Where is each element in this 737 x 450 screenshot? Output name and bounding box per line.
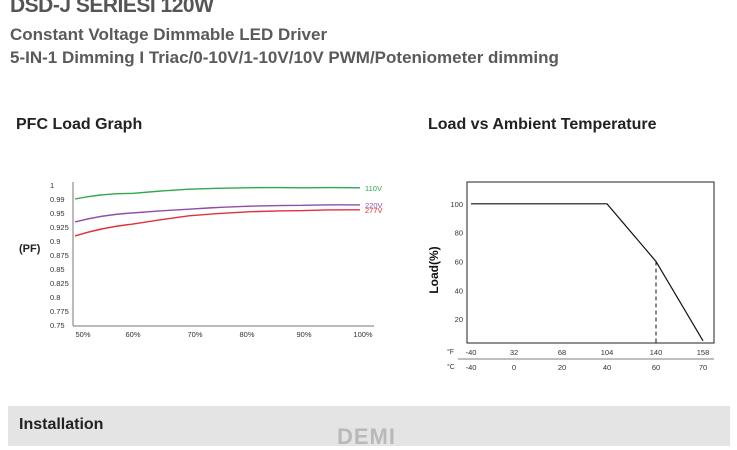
product-title: DSD-J SERIESI 120W: [10, 0, 214, 17]
temp-y-axis-label: Load(%): [427, 246, 441, 293]
pfc-x-tick-label: 50%: [75, 330, 90, 339]
temp-y-tick-label: 20: [455, 315, 463, 324]
pfc-y-tick-label: 0.8: [50, 293, 60, 302]
pfc-y-tick-label: 1: [50, 181, 54, 190]
temp-x-tick-c-label: 40: [603, 363, 611, 372]
installation-section-bar: Installation: [8, 406, 730, 446]
pfc-y-tick-label: 0.875: [50, 251, 69, 260]
temp-y-tick-label: 60: [455, 257, 463, 266]
pfc-y-tick-label: 0.775: [50, 307, 69, 316]
pfc-x-tick-label: 90%: [296, 330, 311, 339]
pfc-y-tick-label: 0.925: [50, 223, 69, 232]
pfc-y-tick-label: 0.99: [50, 195, 65, 204]
pfc-series-line: [74, 186, 361, 200]
derating-curve: [471, 203, 704, 342]
pfc-y-tick-label: 0.95: [50, 209, 65, 218]
temp-x-tick-f-label: 104: [601, 348, 614, 357]
watermark-text: DEMI: [337, 424, 396, 449]
pfc-x-tick-label: 70%: [187, 330, 202, 339]
pfc-series-line: [74, 209, 361, 237]
temp-x-tick-c-label: 20: [558, 363, 566, 372]
pfc-series-label: 220V: [365, 201, 383, 210]
temp-plot-frame: [466, 181, 715, 344]
temp-x-tick-c-label: 0: [512, 363, 516, 372]
pfc-chart-title: PFC Load Graph: [16, 116, 143, 133]
product-subtitle: Constant Voltage Dimmable LED Driver: [10, 25, 328, 44]
fahrenheit-unit-label: °F: [447, 348, 454, 356]
pfc-series-line: [74, 204, 361, 223]
temp-x-tick-f-label: 68: [558, 348, 566, 357]
pfc-series-label: 277V: [365, 206, 383, 215]
pfc-y-tick-label: 0.85: [50, 265, 65, 274]
temp-y-tick-label: 100: [450, 200, 463, 209]
installation-heading: Installation: [19, 416, 104, 433]
pfc-x-tick-label: 60%: [125, 330, 140, 339]
temp-x-tick-f-label: 158: [697, 348, 710, 357]
temp-x-tick-c-label: -40: [466, 363, 477, 372]
temp-x-tick-f-label: -40: [466, 348, 477, 357]
temp-x-tick-c-label: 70: [699, 363, 707, 372]
pfc-y-tick-label: 0.825: [50, 279, 69, 288]
pfc-x-tick-label: 100%: [353, 330, 373, 339]
temp-x-tick-f-label: 32: [510, 348, 518, 357]
dimming-modes: 5-IN-1 Dimming I Triac/0-10V/1-10V/10V P…: [10, 48, 559, 67]
pfc-y-axis-label: (PF): [19, 243, 41, 255]
pfc-y-tick-label: 0.75: [50, 321, 65, 330]
temp-x-tick-f-label: 140: [650, 348, 663, 357]
temp-x-tick-c-label: 60: [652, 363, 660, 372]
temp-y-tick-label: 80: [455, 229, 463, 238]
temp-chart-title: Load vs Ambient Temperature: [428, 116, 657, 133]
temp-y-tick-label: 40: [455, 286, 463, 295]
celsius-unit-label: °C: [447, 363, 455, 371]
pfc-series-label: 110V: [365, 184, 382, 193]
pfc-x-tick-label: 80%: [239, 330, 254, 339]
pfc-y-tick-label: 0.9: [50, 237, 60, 246]
